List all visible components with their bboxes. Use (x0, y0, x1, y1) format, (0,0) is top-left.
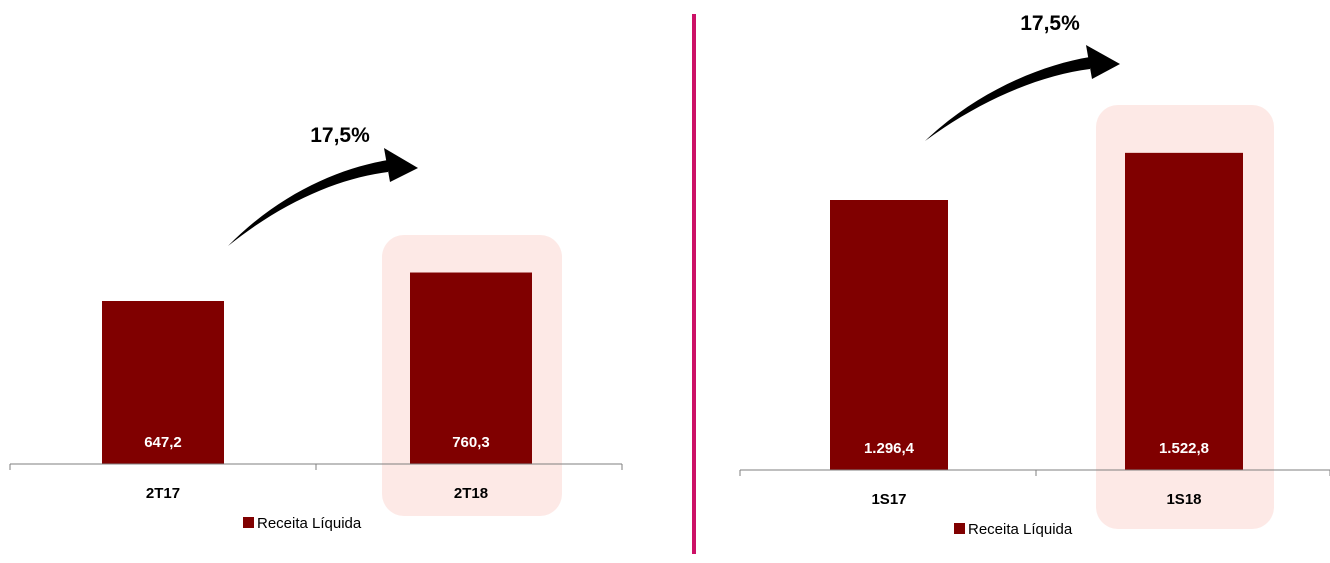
category-label-2T18: 2T18 (454, 485, 488, 502)
bar-2T17 (102, 301, 224, 464)
legend-swatch (954, 523, 965, 534)
bar-value-label-1S17: 1.296,4 (864, 440, 915, 457)
panel-divider (692, 14, 696, 554)
bar-2T18 (410, 272, 532, 464)
category-label-1S17: 1S17 (871, 491, 906, 508)
bar-1S17 (830, 200, 948, 470)
legend-label: Receita Líquida (257, 515, 362, 532)
category-label-2T17: 2T17 (146, 485, 180, 502)
legend-swatch (243, 517, 254, 528)
growth-arrow-head (384, 148, 418, 182)
legend-label: Receita Líquida (968, 521, 1073, 538)
growth-arrow-head (1086, 45, 1120, 79)
bar-value-label-1S18: 1.522,8 (1159, 440, 1209, 457)
bar-1S18 (1125, 152, 1243, 470)
growth-arrow-body (925, 57, 1090, 141)
growth-arrow-body (228, 160, 388, 246)
category-label-1S18: 1S18 (1166, 491, 1201, 508)
growth-percentage-label: 17,5% (310, 124, 370, 147)
bar-value-label-2T17: 647,2 (144, 434, 182, 451)
bar-value-label-2T18: 760,3 (452, 434, 490, 451)
growth-percentage-label: 17,5% (1020, 12, 1080, 35)
